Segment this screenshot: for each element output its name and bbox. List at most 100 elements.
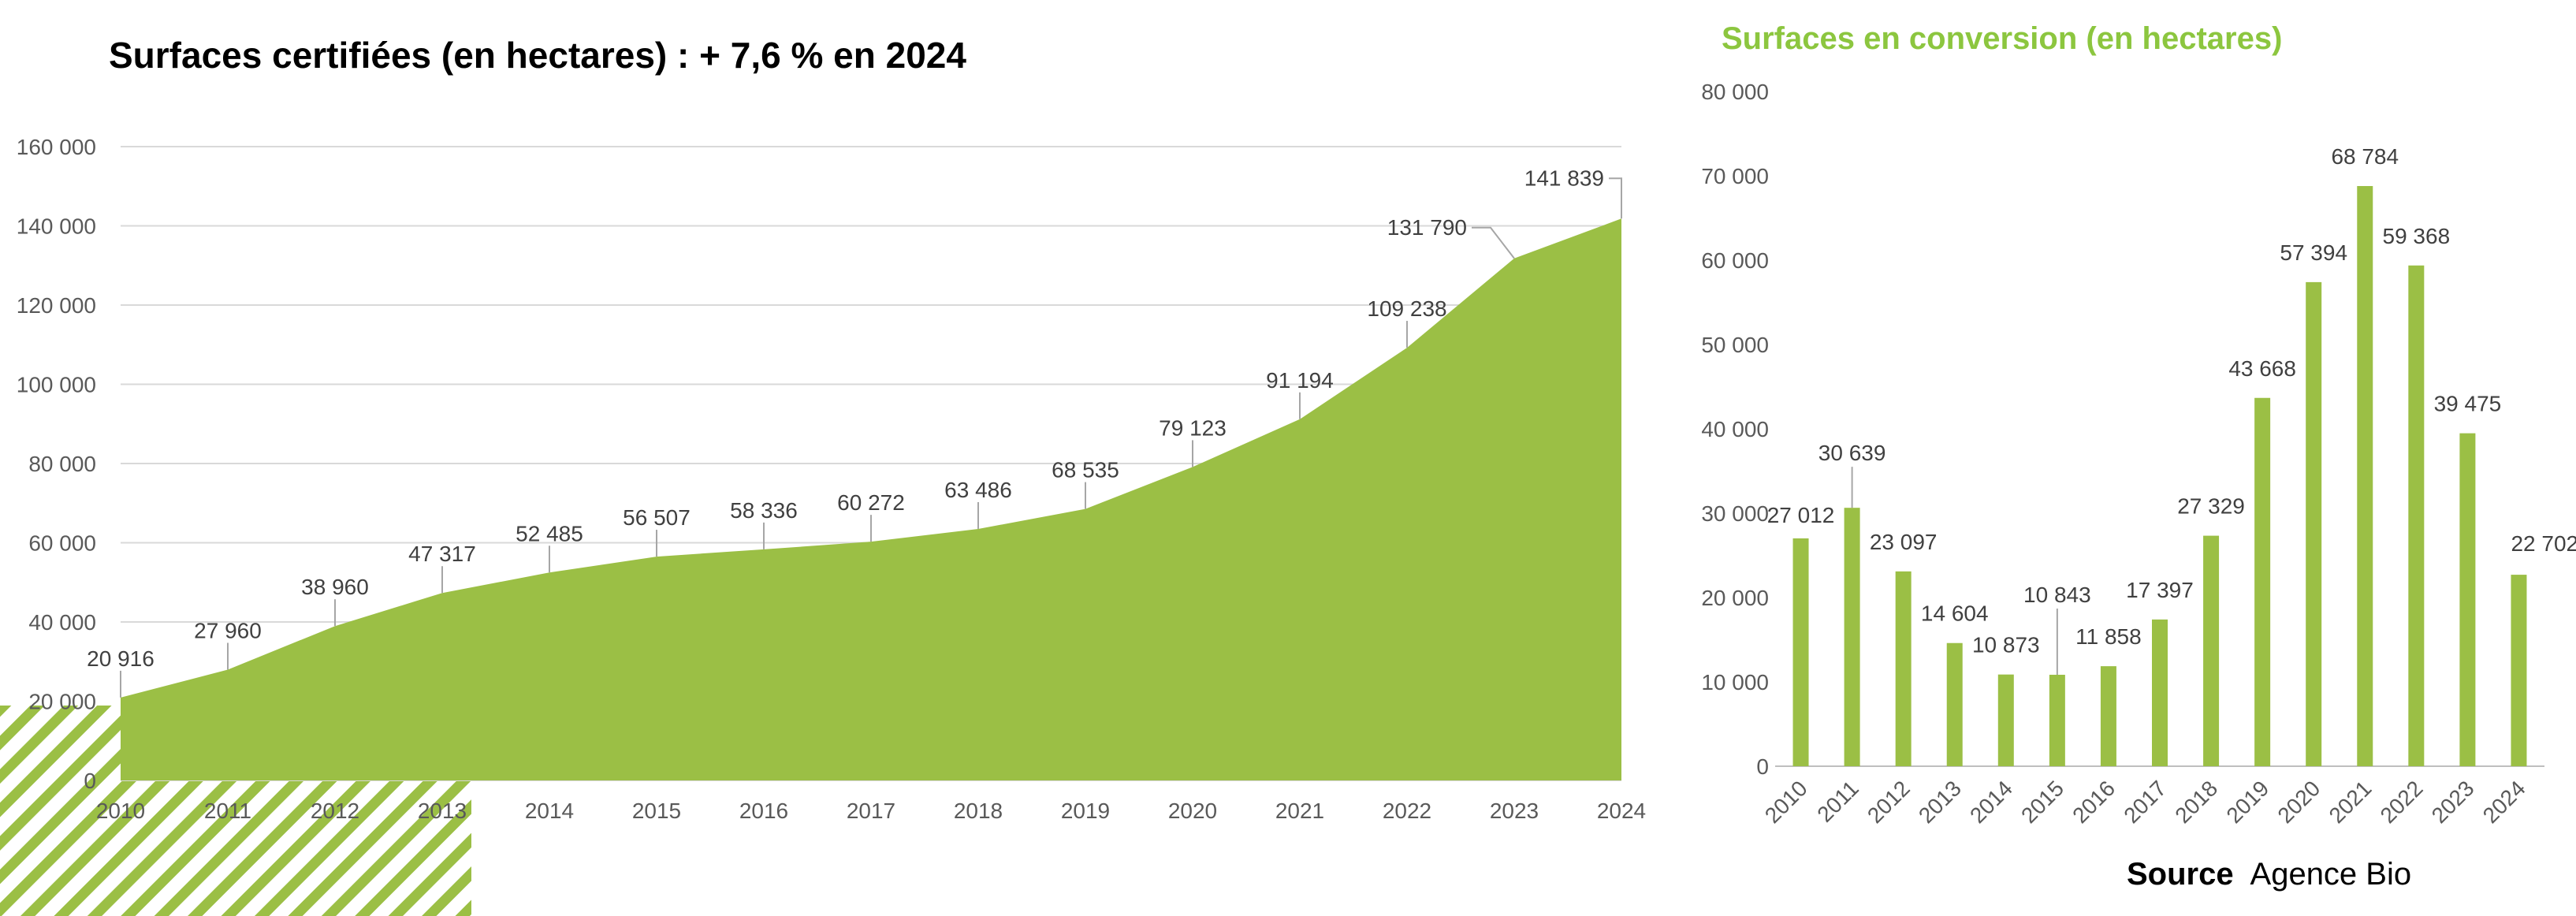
conversion-y-axis: 0 10 000 20 000 30 000 40 000 50 000 60 000 70 … [1701,80,1769,779]
x-tick-label: 2016 [739,799,788,823]
y-tick-label: 10 000 [1701,670,1769,694]
y-tick-label: 40 000 [1701,417,1769,441]
y-tick-label: 60 000 [1701,248,1769,273]
data-label-text: 79 123 [1159,415,1227,440]
data-label: 57 394 [2280,240,2347,265]
data-label: 68 535 [1052,458,1119,509]
data-label: 43 668 [2228,356,2296,381]
x-tick-label: 2014 [525,799,574,823]
data-label-text: 23 097 [1870,530,1938,554]
x-tick-label: 2018 [2170,776,2222,828]
bar [1792,538,1809,766]
bar [2459,433,2476,766]
y-tick-label: 0 [84,769,96,793]
data-label: 79 123 [1159,415,1227,467]
y-tick-label: 80 000 [28,452,96,476]
conversion-x-axis: 2010 2011 2012 2013 2014 2015 2016 2017 2018 2019… [1760,776,2530,828]
data-label: 17 397 [2126,578,2194,602]
data-label-text: 20 916 [87,646,154,671]
label-leader [1472,226,1515,259]
data-label: 59 368 [2383,224,2451,248]
data-label-text: 63 486 [944,478,1012,502]
data-label: 91 194 [1266,368,1334,419]
data-label: 22 702 [2511,531,2576,556]
data-label-text: 30 639 [1818,441,1886,465]
x-tick-label: 2013 [418,799,467,823]
x-tick-label: 2019 [2221,776,2273,828]
data-label: 39 475 [2434,392,2502,416]
data-label-text: 27 012 [1767,503,1835,527]
data-label-text: 38 960 [301,575,369,599]
source-caption: Source Agence Bio [2127,857,2411,892]
data-label-text: 17 397 [2126,578,2194,602]
data-label: 10 843 [2023,583,2091,675]
y-tick-label: 100 000 [17,373,96,397]
data-label: 47 317 [408,542,476,594]
certified-x-axis: 2010 2011 2012 2013 2014 2015 2016 2017 2018 2019… [96,799,1646,823]
bar [2511,575,2527,766]
conversion-bar-chart: Surfaces en conversion (en hectares) 0 10… [1701,21,2576,828]
data-label: 60 272 [837,490,905,542]
x-tick-label: 2013 [1914,776,1966,828]
x-tick-label: 2010 [96,799,145,823]
conversion-bars [1792,186,2527,767]
data-label-text: 52 485 [516,521,583,546]
data-label-text: 43 668 [2228,356,2296,381]
label-leader [1609,177,1622,219]
data-label-text: 22 702 [2511,531,2576,556]
data-label-text: 58 336 [730,498,798,523]
x-tick-label: 2019 [1061,799,1110,823]
x-tick-label: 2022 [2376,776,2428,828]
x-tick-label: 2015 [632,799,681,823]
x-tick-label: 2021 [1275,799,1324,823]
source-name: Agence Bio [2250,857,2412,892]
data-label-text: 131 790 [1387,215,1467,240]
data-label: 27 329 [2177,494,2245,519]
x-tick-label: 2020 [2273,776,2325,828]
data-label-text: 109 238 [1367,296,1446,321]
x-tick-label: 2012 [311,799,359,823]
data-label-text: 27 329 [2177,494,2245,519]
bar [1946,642,1963,766]
data-label: 11 858 [2075,624,2142,649]
data-label: 52 485 [516,521,583,573]
bar [2152,619,2168,766]
data-label-text: 141 839 [1524,166,1604,190]
y-tick-label: 140 000 [17,214,96,239]
data-label: 58 336 [730,498,798,549]
x-tick-label: 2014 [1965,776,2017,828]
data-label: 27 960 [194,619,262,670]
data-label: 20 916 [87,646,154,698]
x-tick-label: 2023 [2427,776,2479,828]
data-label: 38 960 [301,575,369,627]
x-tick-label: 2023 [1490,799,1539,823]
data-label-text: 68 784 [2331,144,2399,169]
bar [2100,666,2116,766]
data-label: 27 012 [1767,503,1835,527]
y-tick-label: 40 000 [28,610,96,635]
data-label-text: 11 858 [2075,624,2142,649]
bar [2408,265,2425,766]
conversion-chart-title: Surfaces en conversion (en hectares) [1722,21,2282,56]
bar [2306,281,2322,767]
x-tick-label: 2012 [1863,776,1915,828]
data-label: 109 238 [1367,296,1447,348]
y-tick-label: 20 000 [1701,586,1769,610]
data-label-text: 10 873 [1972,633,2040,657]
y-tick-label: 120 000 [17,293,96,318]
data-label: 63 486 [944,478,1012,529]
data-label: 131 790 [1387,215,1515,259]
data-label: 68 784 [2331,144,2399,169]
source-label: Source [2127,857,2234,892]
x-tick-label: 2017 [2119,776,2171,828]
data-label: 56 507 [623,505,691,557]
y-tick-label: 160 000 [17,135,96,159]
x-tick-label: 2020 [1168,799,1217,823]
conversion-data-labels: 27 012 30 639 23 097 14 604 10 873 10 843 11 8… [1767,144,2576,675]
x-tick-label: 2010 [1760,776,1812,828]
data-label-text: 57 394 [2280,240,2347,265]
certified-chart-title: Surfaces certifiées (en hectares) : + 7,… [109,35,966,76]
data-label: 14 604 [1921,601,1989,626]
bar [2357,186,2373,766]
